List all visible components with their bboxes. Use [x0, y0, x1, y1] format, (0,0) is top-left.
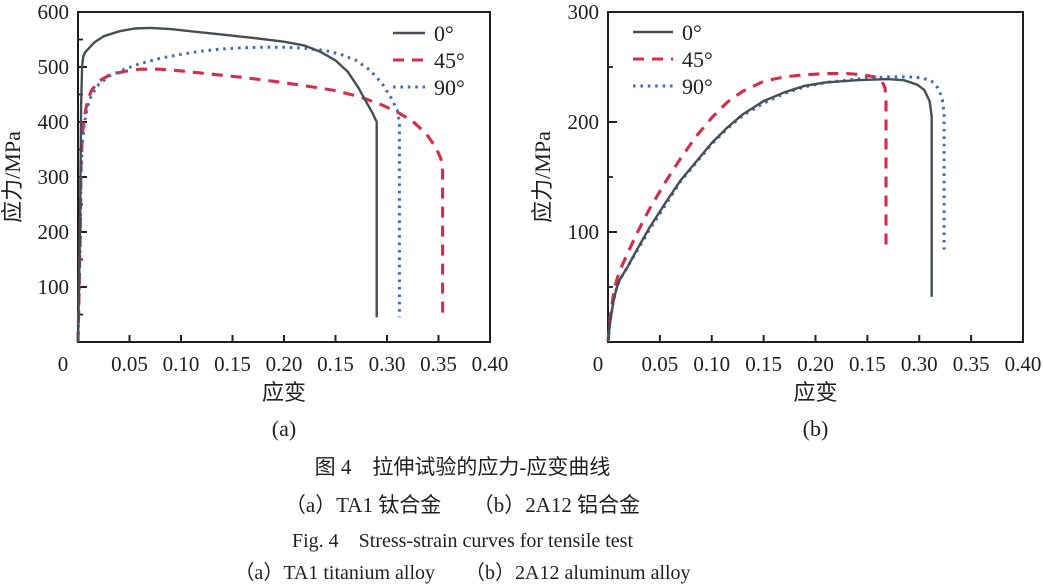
x-tick-label: 0.15 [745, 352, 782, 376]
y-tick-label: 100 [38, 275, 70, 299]
x-tick-label: 0.40 [472, 352, 509, 376]
plot-border-a [77, 11, 491, 343]
x-axis-label: 应变 [262, 380, 306, 405]
x-tick-label: 0.20 [797, 352, 834, 376]
caption-cn-title: 图 4 拉伸试验的应力-应变曲线 [314, 455, 611, 479]
charts-canvas: 0 0.05 0.10 0.15 0.20 0.15 0.30 0.35 0.40 100 200 3… [0, 0, 1042, 441]
x-tick-label: 0 [593, 352, 604, 376]
x-tick-label: 0.30 [369, 352, 406, 376]
x-tick-label: 0.10 [693, 352, 730, 376]
legend-label: 90° [682, 74, 713, 99]
y-tick-label: 200 [568, 110, 600, 134]
panel-label: (b) [803, 416, 829, 441]
y-tick-label: 100 [568, 220, 600, 244]
y-tick-label: 400 [38, 110, 70, 134]
caption-cn-subtitle: （a）TA1 钛合金 （b）2A12 铝合金 [284, 493, 641, 517]
legend-label: 45° [682, 47, 713, 72]
curve-90deg [606, 75, 946, 343]
curve-0deg [606, 77, 933, 343]
y-tick-label: 500 [38, 55, 70, 79]
legend-label: 90° [434, 75, 465, 100]
x-tick-label: 0.35 [953, 352, 990, 376]
panel-label: (a) [272, 416, 296, 441]
caption-en-title: Fig. 4 Stress-strain curves for tensile … [291, 530, 634, 552]
x-tick-label: 0.15 [317, 352, 354, 376]
x-tick-label: 0.35 [420, 352, 457, 376]
x-tick-label: 0.05 [111, 352, 148, 376]
x-tick-label: 0.15 [214, 352, 251, 376]
x-tick-label: 0.15 [849, 352, 886, 376]
x-tick-label: 0.05 [642, 352, 679, 376]
y-axis-label: 应力/MPa [0, 131, 25, 223]
x-axis-label: 应变 [793, 380, 837, 405]
y-tick-label: 300 [38, 165, 70, 189]
curve-0deg [76, 26, 378, 343]
legend-label: 45° [434, 48, 465, 73]
x-tick-label: 0.10 [163, 352, 200, 376]
x-tick-label: 0.30 [901, 352, 938, 376]
curve-45deg [76, 67, 445, 343]
y-tick-label: 300 [568, 0, 600, 24]
x-tick-label: 0.20 [266, 352, 303, 376]
x-tick-label: 0.40 [1005, 352, 1042, 376]
legend-label: 0° [434, 21, 454, 46]
legend-label: 0° [682, 20, 702, 45]
y-axis-label: 应力/MPa [530, 131, 555, 223]
y-tick-label: 200 [38, 220, 70, 244]
curve-90deg [76, 45, 401, 343]
caption-en-subtitle: （a）TA1 titanium alloy （b）2A12 aluminum a… [234, 562, 691, 584]
x-tick-label: 0 [58, 352, 69, 376]
y-tick-label: 600 [38, 0, 70, 24]
